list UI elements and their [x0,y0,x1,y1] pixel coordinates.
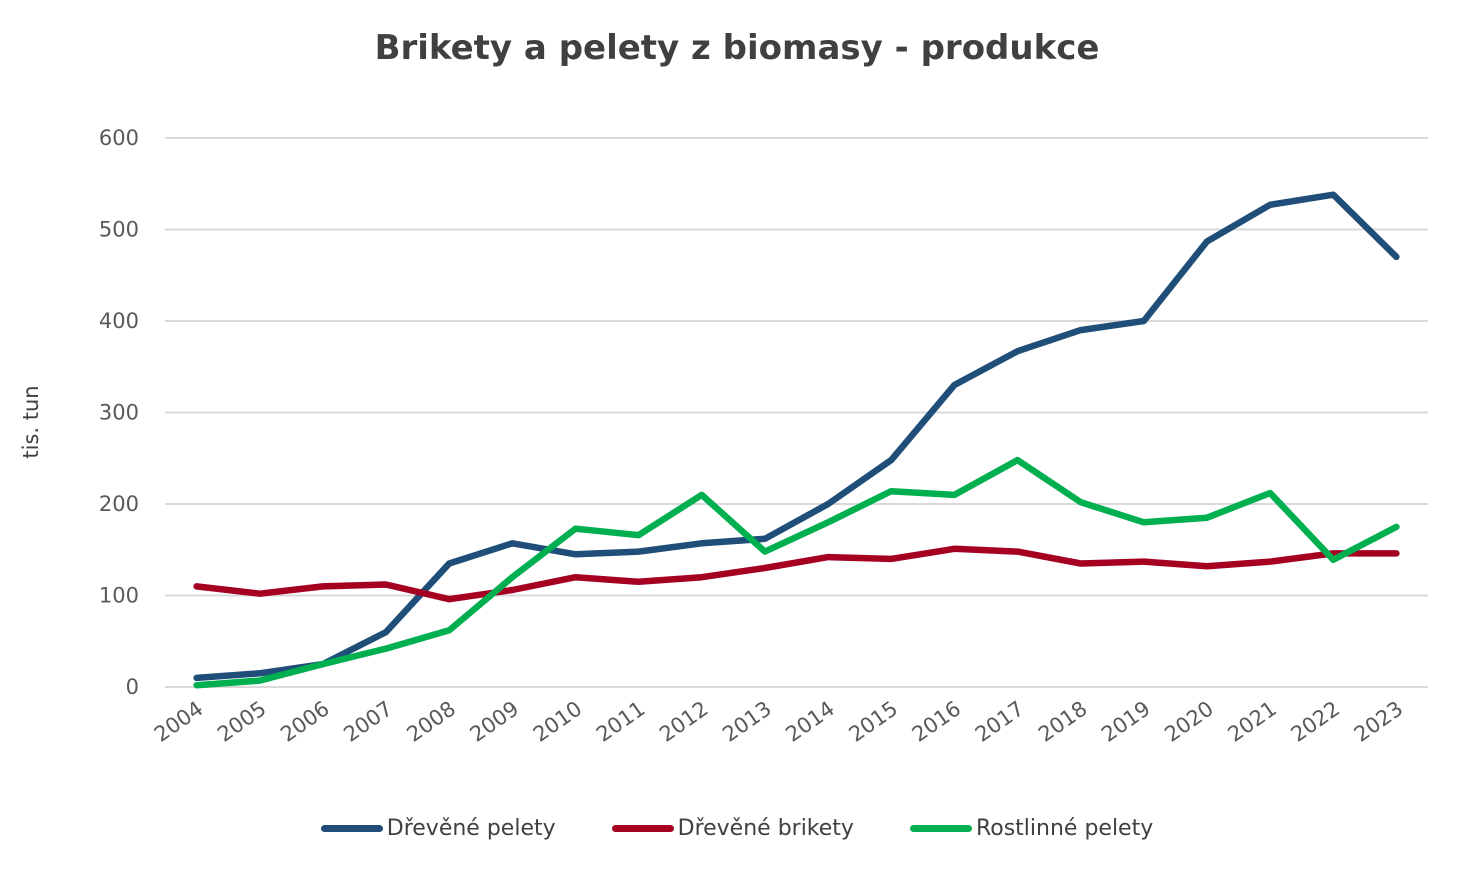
gridlines [165,137,1428,688]
y-tick-label: 500 [99,218,139,242]
x-tick-label: 2015 [845,696,903,746]
x-tick-label: 2016 [908,696,966,746]
x-tick-label: 2007 [339,696,397,746]
y-tick-label: 600 [99,126,139,150]
legend-label: Rostlinné pelety [975,816,1154,841]
y-tick-label: 0 [126,675,139,699]
legend-label: Dřevěné pelety [386,816,556,841]
x-tick-label: 2021 [1223,696,1281,746]
legend-item: Dřevěné pelety [320,816,556,841]
x-tick-label: 2010 [529,696,587,746]
legend-swatch [320,825,383,832]
x-tick-label: 2013 [718,696,776,746]
x-tick-label: 2006 [276,696,334,746]
x-tick-label: 2022 [1287,696,1345,746]
x-axis-ticks: 2004 2005 2006 2007 2008 2009 2010 2011 2012 2013… [150,696,1407,746]
x-tick-label: 2009 [466,696,524,746]
x-tick-label: 2020 [1160,696,1218,746]
y-tick-label: 400 [99,309,139,333]
y-axis-ticks: 0 100 200 300 400 500 600 [99,126,139,699]
x-tick-label: 2018 [1034,696,1092,746]
series-line-1 [193,191,1400,682]
legend-label: Dřevěné brikety [677,816,854,841]
legend-item: Rostlinné pelety [909,816,1154,841]
chart-title: Brikety a pelety z biomasy - produkce [374,28,1100,68]
series-lines [193,191,1400,689]
legend: Dřevěné pelety Dřevěné brikety Rostlinné p… [0,816,1474,841]
y-tick-label: 100 [99,584,139,608]
legend-swatch [909,825,972,832]
x-tick-label: 2023 [1350,696,1408,746]
legend-swatch [611,825,674,832]
series-line-3 [193,456,1400,689]
series-line-2 [193,545,1400,603]
x-tick-label: 2012 [655,696,713,746]
x-tick-label: 2017 [971,696,1029,746]
x-tick-label: 2005 [213,696,271,746]
y-tick-label: 200 [99,492,139,516]
x-tick-label: 2008 [402,696,460,746]
y-tick-label: 300 [99,401,139,425]
x-tick-label: 2004 [150,696,208,746]
legend-item: Dřevěné brikety [611,816,854,841]
x-tick-label: 2011 [592,696,650,746]
y-axis-label: tis. tun [19,385,43,458]
x-tick-label: 2014 [781,696,839,746]
x-tick-label: 2019 [1097,696,1155,746]
